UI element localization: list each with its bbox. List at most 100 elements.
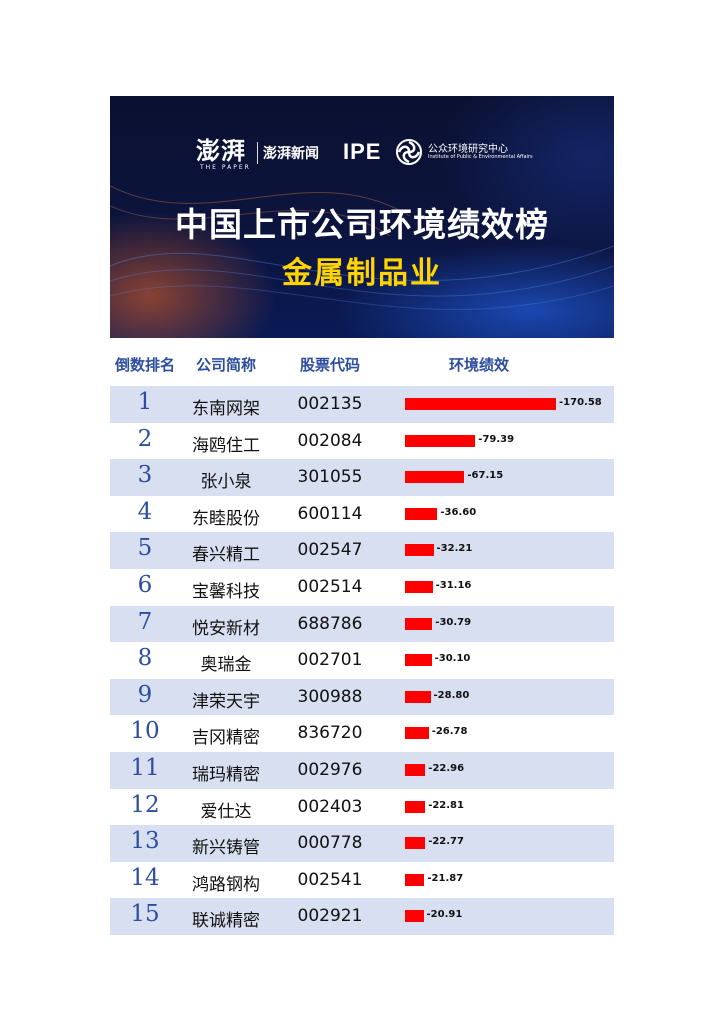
performance-value-label: -22.81: [428, 799, 464, 811]
ranking-table: 1 东南网架 002135 -170.58 2 海鸥住工 002084 -79.39 3 张小泉 3…: [110, 386, 614, 935]
header-stock-code: 股票代码: [299, 356, 360, 374]
row-rank: 6: [137, 571, 153, 598]
row-stock-code: 002403: [297, 796, 363, 817]
wave-lines-decoration: [110, 185, 614, 310]
thepaper-logo-text: 澎湃新闻: [263, 146, 319, 162]
row-rank: 4: [137, 498, 153, 525]
row-company-name: 爱仕达: [200, 801, 252, 822]
row-company-name: 鸿路钢构: [192, 874, 260, 895]
performance-bar: [405, 471, 465, 484]
performance-bar: [405, 617, 433, 630]
table-row: 5 春兴精工 002547 -32.21: [110, 532, 614, 569]
header-rank: 倒数排名: [114, 356, 175, 374]
row-stock-code: 836720: [297, 723, 363, 744]
performance-value-label: -26.78: [431, 726, 468, 738]
table-row: 15 联诚精密 002921 -20.91: [110, 898, 614, 935]
table-header: 倒数排名 公司简称 股票代码 环境绩效: [110, 346, 614, 380]
performance-bar: [405, 727, 429, 740]
row-stock-code: 002976: [297, 759, 363, 780]
row-rank: 8: [137, 645, 153, 672]
row-company-name: 东睦股份: [192, 508, 260, 529]
ipe-logo-cn: 公众环境研究中心: [428, 144, 508, 155]
table-row: 8 奥瑞金 002701 -30.10: [110, 642, 614, 679]
table-row: 11 瑞玛精密 002976 -22.96: [110, 751, 614, 789]
row-stock-code: 002514: [297, 576, 363, 597]
performance-bar: [405, 910, 424, 923]
performance-bar: [405, 690, 431, 703]
performance-value-label: -170.58: [559, 397, 602, 408]
row-company-name: 吉冈精密: [192, 728, 260, 749]
row-stock-code: 688786: [297, 613, 363, 634]
performance-value-label: -79.39: [478, 433, 515, 445]
table-row: 12 爱仕达 002403 -22.81: [110, 789, 614, 826]
row-rank: 1: [137, 389, 153, 415]
performance-value-label: -22.77: [428, 836, 464, 848]
ipe-swirl-icon: [396, 139, 422, 165]
row-stock-code: 002135: [297, 394, 363, 414]
chart-subtitle: 金属制品业: [282, 256, 442, 291]
row-rank: 15: [130, 901, 160, 928]
title-banner: 澎湃 THE PAPER 澎湃新闻 IPE 公众环境研究中心 Institute…: [110, 96, 614, 338]
row-company-name: 悦安新材: [192, 618, 260, 639]
row-company-name: 新兴铸管: [192, 838, 260, 859]
row-stock-code: 000778: [297, 833, 363, 854]
performance-bar: [405, 873, 425, 886]
row-rank: 14: [130, 864, 160, 891]
row-rank: 11: [130, 754, 160, 781]
row-rank: 2: [137, 425, 153, 452]
row-company-name: 联诚精密: [192, 911, 260, 932]
table-row: 7 悦安新材 688786 -30.79: [110, 605, 614, 643]
performance-bar: [405, 800, 426, 813]
performance-value-label: -30.10: [434, 653, 471, 665]
table-row: 1 东南网架 002135 -170.58: [110, 386, 614, 423]
row-rank: 9: [137, 681, 153, 708]
performance-value-label: -67.15: [467, 470, 504, 482]
performance-value-label: -31.16: [435, 579, 472, 591]
ipe-logo-en: Institute of Public & Environmental Affa…: [428, 154, 533, 160]
logo-row: 澎湃 THE PAPER 澎湃新闻 IPE 公众环境研究中心 Institute…: [110, 136, 614, 172]
row-stock-code: 002921: [297, 906, 363, 927]
row-stock-code: 301055: [297, 467, 363, 488]
row-company-name: 春兴精工: [192, 545, 260, 566]
performance-value-label: -36.60: [440, 506, 477, 518]
row-stock-code: 002541: [297, 869, 363, 890]
row-stock-code: 002547: [297, 540, 363, 561]
performance-value-label: -22.96: [428, 762, 465, 774]
row-company-name: 宝馨科技: [192, 581, 260, 602]
performance-bar: [405, 544, 434, 557]
row-company-name: 东南网架: [192, 399, 260, 419]
row-rank: 5: [137, 535, 153, 562]
performance-bar: [405, 398, 556, 410]
performance-bar: [405, 837, 426, 850]
row-stock-code: 300988: [297, 686, 363, 707]
row-company-name: 海鸥住工: [192, 435, 260, 456]
row-company-name: 瑞玛精密: [192, 764, 260, 785]
performance-bar: [405, 434, 476, 447]
table-row: 13 新兴铸管 000778 -22.77: [110, 825, 614, 862]
table-row: 14 鸿路钢构 002541 -21.87: [110, 862, 614, 899]
row-rank: 10: [130, 718, 160, 745]
table-row: 2 海鸥住工 002084 -79.39: [110, 423, 614, 460]
row-company-name: 张小泉: [200, 472, 252, 493]
row-stock-code: 002084: [297, 430, 363, 451]
performance-bar: [405, 580, 433, 593]
table-row: 4 东睦股份 600114 -36.60: [110, 496, 614, 533]
performance-bar: [405, 763, 426, 776]
table-row: 9 津荣天宇 300988 -28.80: [110, 678, 614, 716]
row-rank: 13: [130, 828, 160, 855]
performance-value-label: -28.80: [433, 689, 470, 701]
performance-value-label: -20.91: [426, 909, 463, 921]
thepaper-logo-sub: THE PAPER: [200, 164, 251, 171]
ipe-logo-text: IPE: [343, 139, 382, 164]
logo-divider: [257, 142, 258, 164]
row-rank: 3: [137, 462, 153, 489]
table-row: 6 宝馨科技 002514 -31.16: [110, 569, 614, 606]
chart-title: 中国上市公司环境绩效榜: [175, 205, 549, 244]
table-row: 10 吉冈精密 836720 -26.78: [110, 715, 614, 752]
thepaper-calligraphy-logo: 澎湃: [196, 136, 246, 165]
table-row: 3 张小泉 301055 -67.15: [110, 459, 614, 496]
performance-bar: [405, 654, 432, 667]
performance-value-label: -21.87: [427, 872, 464, 884]
row-company-name: 津荣天宇: [192, 691, 260, 712]
performance-value-label: -30.79: [435, 616, 472, 628]
